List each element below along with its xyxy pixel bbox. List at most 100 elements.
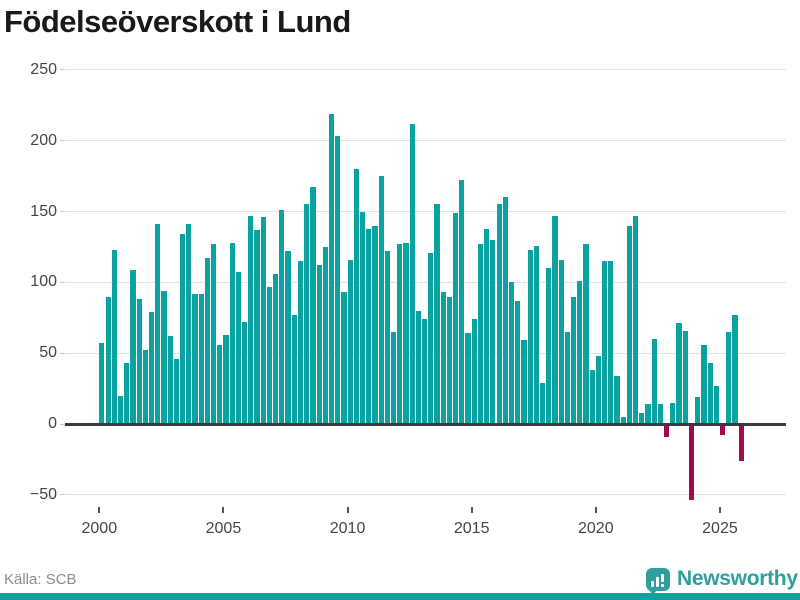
bar (335, 136, 341, 424)
bar (484, 228, 490, 424)
x-tick-mark (594, 507, 597, 513)
bar (446, 296, 453, 424)
bar (508, 282, 515, 424)
bar (124, 363, 130, 424)
bar (266, 286, 273, 424)
bar (155, 224, 161, 424)
bar (626, 225, 633, 424)
bar (577, 280, 583, 424)
y-tick-mark (60, 140, 65, 142)
bar (490, 239, 496, 424)
x-axis-label: 2015 (453, 520, 490, 537)
bar (173, 358, 179, 424)
bar (583, 244, 589, 424)
bar (192, 293, 198, 424)
bar (602, 261, 608, 424)
bar (595, 356, 601, 424)
y-axis-label: −50 (29, 485, 57, 503)
bar (465, 333, 471, 424)
bar (738, 425, 744, 461)
newsworthy-logo[interactable]: Newsworthy (646, 563, 798, 595)
x-tick-mark (98, 507, 101, 513)
bar (726, 331, 732, 424)
bar (223, 334, 229, 424)
bar (732, 314, 738, 424)
bar (614, 375, 620, 424)
bar (291, 314, 297, 424)
bar (608, 261, 614, 424)
y-axis-label: 0 (48, 415, 57, 432)
bar (552, 215, 558, 424)
bar (515, 300, 521, 424)
bar (167, 336, 173, 424)
y-axis-label: 250 (30, 60, 57, 78)
bar (651, 339, 657, 424)
bar (366, 228, 372, 424)
bar (403, 242, 409, 424)
y-tick-mark (60, 281, 65, 283)
bar (527, 249, 533, 424)
bar (397, 244, 403, 424)
bar (502, 197, 508, 424)
y-axis-label: 100 (30, 273, 57, 291)
x-tick-mark (346, 507, 349, 513)
bar (701, 344, 707, 424)
bar (347, 259, 353, 424)
bar (105, 296, 111, 424)
bar (695, 397, 701, 424)
bar (279, 210, 285, 424)
bar (260, 217, 266, 424)
bar (719, 425, 726, 436)
bar (179, 234, 186, 424)
chart-title: Födelseöverskott i Lund (4, 4, 351, 39)
y-tick-mark (60, 69, 65, 71)
y-tick-mark (60, 352, 65, 354)
zero-axis-line (65, 422, 786, 426)
bar (142, 350, 148, 424)
brand-name: Newsworthy (677, 567, 798, 590)
y-axis-label: 50 (39, 344, 57, 362)
bar (130, 269, 136, 424)
bar (359, 211, 366, 424)
bar (415, 310, 421, 424)
bar (310, 187, 316, 424)
x-tick-mark (470, 507, 473, 513)
gridline (65, 494, 786, 496)
newsworthy-icon (646, 567, 670, 595)
speech-bubble-tail (649, 589, 657, 595)
bar (533, 245, 539, 424)
x-tick-mark (222, 507, 225, 513)
x-axis-label: 2025 (702, 520, 738, 537)
y-tick-mark (60, 494, 65, 496)
bar (391, 331, 397, 424)
bar (409, 123, 415, 424)
gridline (65, 281, 786, 283)
bar (620, 416, 626, 424)
bar (273, 273, 279, 424)
bar (664, 425, 670, 437)
bar (645, 404, 651, 424)
bar (378, 176, 384, 424)
bar (428, 252, 434, 424)
bar (248, 215, 254, 424)
bar-chart-glyph-icon (650, 572, 666, 587)
bar (558, 259, 564, 424)
bar (353, 169, 359, 424)
gridline (65, 211, 786, 213)
bar (477, 244, 484, 424)
y-axis-label: 200 (30, 131, 57, 149)
bar (521, 340, 527, 424)
bar (589, 370, 595, 424)
bar (229, 242, 235, 424)
x-axis-label: 2000 (81, 520, 118, 537)
bar (186, 224, 192, 424)
bar (539, 382, 546, 424)
gridline (65, 140, 786, 142)
bar (297, 261, 304, 424)
bar (372, 225, 378, 424)
bar (496, 204, 502, 424)
bar (217, 344, 223, 424)
bar (471, 319, 477, 424)
